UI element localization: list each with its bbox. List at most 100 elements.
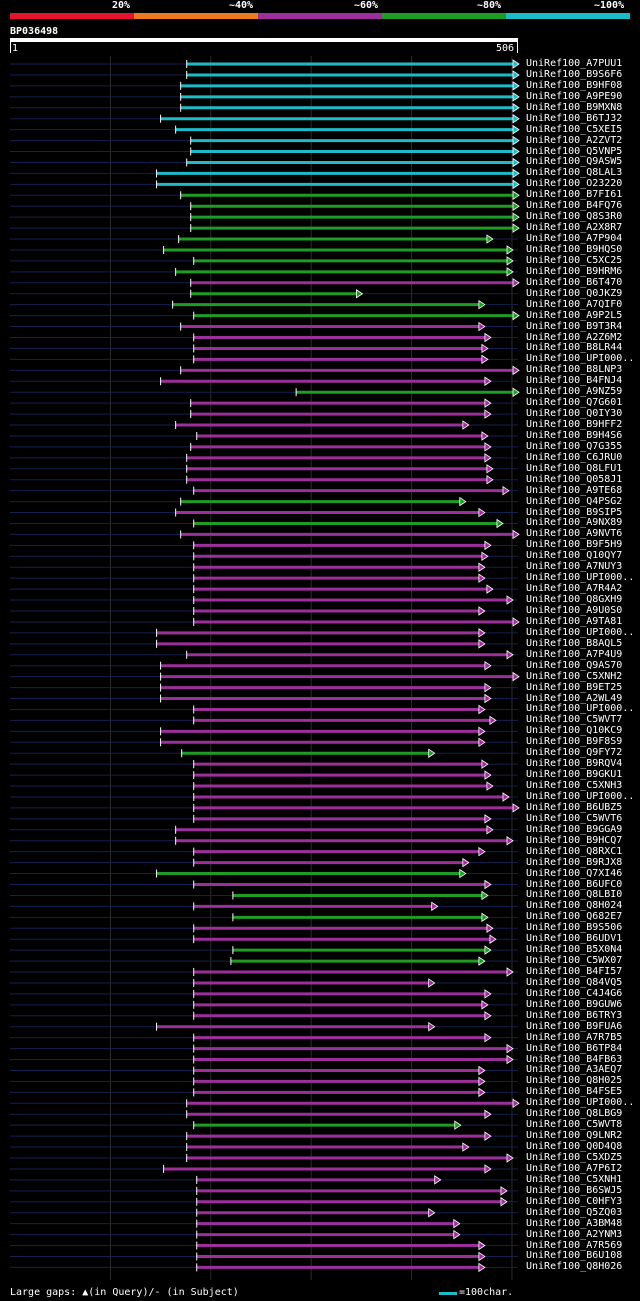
hit-label[interactable]: UniRef100_B9FUA6 [526,1020,623,1032]
hit-label[interactable]: UniRef100_Q7G355 [526,440,623,452]
hit-label[interactable]: UniRef100_C5XEI5 [526,123,623,135]
hit-label[interactable]: UniRef100_B9GKU1 [526,769,623,781]
hit-label[interactable]: UniRef100_Q9FY72 [526,747,623,759]
hit-label[interactable]: UniRef100_Q8H026 [526,1261,623,1273]
hit-label[interactable]: UniRef100_C5WVT8 [526,1119,623,1131]
hit-label[interactable]: UniRef100_B6UBZ5 [526,801,623,813]
hit-label[interactable]: UniRef100_B9HFF2 [526,419,623,431]
hit-label[interactable]: UniRef100_A2X8R7 [526,222,623,234]
hit-label[interactable]: UniRef100_Q8LBI0 [526,889,623,901]
hit-label[interactable]: UniRef100_C5WVT6 [526,812,623,824]
hit-label[interactable]: UniRef100_A9P2L5 [526,309,623,321]
hit-label[interactable]: UniRef100_B8LNP3 [526,364,623,376]
hit-label[interactable]: UniRef100_A7NUY3 [526,561,623,573]
hit-label[interactable]: UniRef100_Q0JKZ9 [526,287,623,299]
hit-label[interactable]: UniRef100_A7PUU1 [526,58,623,69]
hit-label[interactable]: UniRef100_B4FQ76 [526,200,623,212]
hit-label[interactable]: UniRef100_A2ZVT2 [526,134,623,146]
hit-label[interactable]: UniRef100_Q8H025 [526,1075,623,1087]
hit-label[interactable]: UniRef100_B9F5H9 [526,539,623,551]
hit-label[interactable]: UniRef100_A9TE68 [526,484,623,496]
hit-label[interactable]: UniRef100_Q8LBG9 [526,1108,623,1120]
hit-label[interactable]: UniRef100_A2YNM3 [526,1228,623,1240]
hit-label[interactable]: UniRef100_Q9LNR2 [526,1130,623,1142]
hit-label[interactable]: UniRef100_B6U108 [526,1250,623,1262]
hit-label[interactable]: UniRef100_B6UFC0 [526,878,623,890]
hit-label[interactable]: UniRef100_B9HF08 [526,79,623,91]
hit-label[interactable]: UniRef100_A3BM48 [526,1217,623,1229]
hit-label[interactable]: UniRef100_A7QIF0 [526,298,623,310]
hit-label[interactable]: UniRef100_A2WL49 [526,692,623,704]
hit-label[interactable]: UniRef100_B8AQL5 [526,637,623,649]
hit-label[interactable]: UniRef100_Q8LAL3 [526,167,623,179]
hit-label[interactable]: UniRef100_B9SIP5 [526,506,623,518]
hit-label[interactable]: UniRef100_B5X0N4 [526,944,623,956]
hit-label[interactable]: UniRef100_B9S6F6 [526,68,623,80]
hit-label[interactable]: UniRef100_B4FI57 [526,966,623,978]
hit-label[interactable]: UniRef100_B6UDV1 [526,933,623,945]
hit-label[interactable]: UniRef100_B6TP84 [526,1042,623,1054]
hit-label[interactable]: UniRef100_Q5ZQ03 [526,1206,623,1218]
hit-label[interactable]: UniRef100_B9ET25 [526,681,623,693]
hit-label[interactable]: UniRef100_B6SWJ5 [526,1184,623,1196]
hit-label[interactable]: UniRef100_B9H4S6 [526,429,623,441]
hit-label[interactable]: UniRef100_UPI000.. [526,572,635,584]
hit-label[interactable]: UniRef100_C5XC25 [526,254,623,266]
hit-label[interactable]: UniRef100_UPI000.. [526,353,635,365]
hit-label[interactable]: UniRef100_A9TA81 [526,615,623,627]
hit-label[interactable]: UniRef100_Q8LFU1 [526,462,623,474]
hit-label[interactable]: UniRef100_A3AEQ7 [526,1064,623,1076]
hit-label[interactable]: UniRef100_B9T3R4 [526,320,623,332]
hit-label[interactable]: UniRef100_Q9AS70 [526,659,623,671]
hit-label[interactable]: UniRef100_A7P6I2 [526,1162,623,1174]
hit-label[interactable]: UniRef100_Q058J1 [526,473,623,485]
hit-label[interactable]: UniRef100_Q10KC9 [526,725,623,737]
hit-label[interactable]: UniRef100_C5XDZ5 [526,1152,623,1163]
hit-label[interactable]: UniRef100_B8LR44 [526,342,623,354]
hit-label[interactable]: UniRef100_Q7G601 [526,397,623,409]
hit-label[interactable]: UniRef100_B9MXN8 [526,101,623,113]
hit-label[interactable]: UniRef100_B4FNJ4 [526,375,623,387]
hit-label[interactable]: UniRef100_B6TJ32 [526,112,623,124]
hit-label[interactable]: UniRef100_A7R7B5 [526,1031,623,1043]
hit-label[interactable]: UniRef100_UPI000.. [526,790,635,802]
hit-label[interactable]: UniRef100_C5WX07 [526,955,623,967]
hit-label[interactable]: UniRef100_Q0IY30 [526,408,623,420]
hit-label[interactable]: UniRef100_Q8H024 [526,900,623,912]
hit-label[interactable]: UniRef100_A7R569 [526,1239,623,1251]
hit-label[interactable]: UniRef100_Q84VQ5 [526,976,623,988]
hit-label[interactable]: UniRef100_B9GGA9 [526,823,623,835]
hit-label[interactable]: UniRef100_A7P904 [526,233,623,245]
hit-label[interactable]: UniRef100_UPI000.. [526,626,635,638]
hit-label[interactable]: UniRef100_A9PE90 [526,90,623,102]
hit-label[interactable]: UniRef100_C5XNH3 [526,780,623,792]
hit-label[interactable]: UniRef100_B6TRY3 [526,1009,623,1021]
hit-label[interactable]: UniRef100_C5XNH2 [526,670,623,682]
hit-label[interactable]: UniRef100_Q9ASW5 [526,156,623,168]
hit-label[interactable]: UniRef100_B9RQV4 [526,758,623,770]
hit-label[interactable]: UniRef100_C4J4G6 [526,987,623,999]
hit-label[interactable]: UniRef100_A7R4A2 [526,583,623,595]
hit-label[interactable]: UniRef100_B9S506 [526,922,623,934]
hit-label[interactable]: UniRef100_A7P4U9 [526,648,623,660]
hit-label[interactable]: UniRef100_Q8RXC1 [526,845,623,857]
hit-label[interactable]: UniRef100_B6T470 [526,276,623,288]
hit-label[interactable]: UniRef100_B4FSE5 [526,1086,623,1098]
hit-label[interactable]: UniRef100_C5XNH1 [526,1173,623,1185]
hit-label[interactable]: UniRef100_C0HFY3 [526,1195,623,1207]
hit-label[interactable]: UniRef100_Q5VNP5 [526,145,623,157]
hit-label[interactable]: UniRef100_B4FB63 [526,1053,623,1065]
hit-label[interactable]: UniRef100_A9NVT6 [526,528,623,540]
hit-label[interactable]: UniRef100_UPI000.. [526,1097,635,1109]
hit-label[interactable]: UniRef100_C5WVT7 [526,714,623,726]
hit-label[interactable]: UniRef100_Q10QY7 [526,550,623,562]
hit-label[interactable]: UniRef100_B9HQS0 [526,243,623,255]
hit-label[interactable]: UniRef100_UPI000.. [526,703,635,715]
hit-label[interactable]: UniRef100_B9F8S9 [526,736,623,748]
hit-label[interactable]: UniRef100_Q4PSG2 [526,495,623,507]
hit-label[interactable]: UniRef100_B9GUW6 [526,998,623,1010]
hit-label[interactable]: UniRef100_Q8S3R0 [526,211,623,223]
hit-label[interactable]: UniRef100_A9U0S0 [526,605,623,616]
hit-label[interactable]: UniRef100_Q7XI46 [526,867,623,879]
hit-label[interactable]: UniRef100_Q8GXH9 [526,594,623,606]
